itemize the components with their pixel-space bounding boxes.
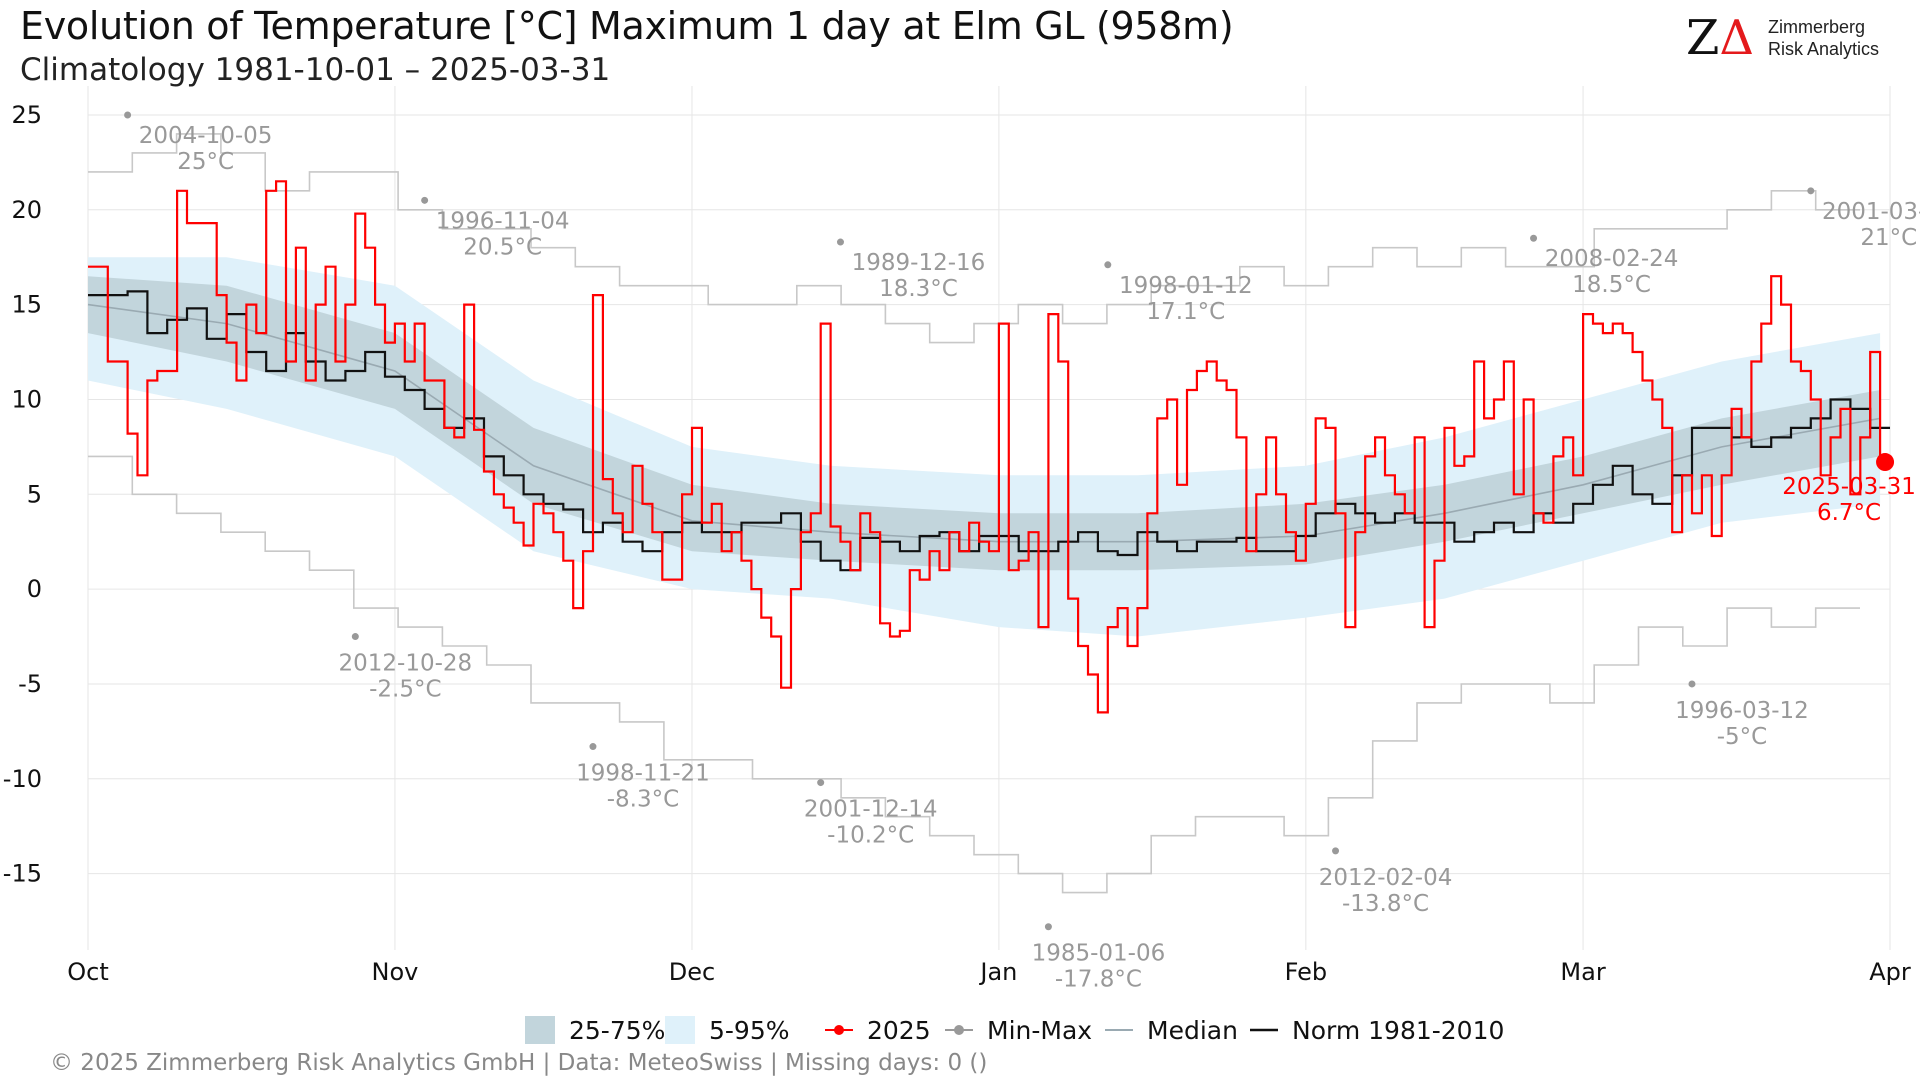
x-tick-label: Apr: [1869, 958, 1911, 986]
legend-label-25-75: 25-75%: [569, 1016, 665, 1045]
y-tick-label: -5: [18, 670, 42, 698]
max-annotation-date: 2001-03-24: [1822, 199, 1920, 225]
legend-dot-2025: [834, 1025, 844, 1035]
x-tick-label: Jan: [978, 958, 1017, 986]
min-annotation-value: -8.3°C: [607, 787, 679, 813]
max-annotation-value: 18.5°C: [1572, 272, 1651, 298]
y-tick-label: 5: [27, 480, 42, 508]
max-annotation-value: 21°C: [1860, 225, 1917, 251]
x-tick-label: Oct: [67, 958, 109, 986]
legend-swatch-5-95: [665, 1016, 695, 1044]
x-tick-label: Dec: [669, 958, 715, 986]
x-tick-label: Nov: [372, 958, 419, 986]
legend-label-norm: Norm 1981-2010: [1292, 1016, 1504, 1045]
y-tick-label: 25: [11, 101, 42, 129]
max-annotation-value: 25°C: [177, 149, 234, 175]
x-tick-label: Mar: [1560, 958, 1605, 986]
min-annotation-date: 1985-01-06: [1032, 941, 1166, 967]
footer-credits: © 2025 Zimmerberg Risk Analytics GmbH | …: [50, 1050, 988, 1076]
legend-label-2025: 2025: [867, 1016, 931, 1045]
min-annotation-value: -13.8°C: [1342, 891, 1429, 917]
y-tick-label: 0: [27, 575, 42, 603]
min-point: [1044, 923, 1052, 931]
min-annotation-date: 1998-11-21: [576, 761, 710, 787]
max-annotation-date: 2008-02-24: [1545, 246, 1679, 272]
min-envelope: [88, 455, 1860, 894]
max-annotation-date: 2004-10-05: [139, 123, 273, 149]
chart-title: Evolution of Temperature [°C] Maximum 1 …: [20, 4, 1234, 48]
logo-mark-z: Z: [1686, 10, 1720, 66]
logo-line-1: Zimmerberg: [1768, 17, 1866, 37]
legend-label-median: Median: [1147, 1016, 1238, 1045]
band-25-75: [88, 276, 1881, 571]
max-annotation-value: 17.1°C: [1146, 299, 1225, 325]
min-annotation-value: -10.2°C: [827, 823, 914, 849]
series-2025: [88, 180, 1895, 714]
axis-labels: 25 20 15 10 5 0 -5 -10 -15 Oct Nov Dec Jan Feb Mar Apr: [3, 101, 1911, 986]
min-annotation-value: -5°C: [1717, 724, 1768, 750]
y-tick-label: 10: [11, 385, 42, 413]
min-max-envelope: [88, 133, 1860, 894]
max-annotation-date: 1998-01-12: [1119, 273, 1253, 299]
y-tick-label: -10: [3, 765, 42, 793]
min-point: [351, 633, 359, 641]
current-value-dot: [1876, 453, 1895, 472]
legend-dot-minmax: [954, 1025, 964, 1035]
y-tick-label: 20: [11, 196, 42, 224]
logo-mark-delta: Δ: [1719, 10, 1755, 66]
brand-logo: ZΔ Zimmerberg Risk Analytics: [1686, 10, 1896, 66]
band-5-95: [88, 257, 1881, 637]
min-annotation-value: -17.8°C: [1055, 967, 1142, 993]
max-annotation-value: 18.3°C: [879, 276, 958, 302]
norm-path: [88, 290, 1890, 572]
min-annotation-date: 2012-10-28: [338, 651, 472, 677]
norm-line: [88, 290, 1890, 572]
min-point: [817, 779, 825, 787]
x-tick-label: Feb: [1285, 958, 1328, 986]
y-tick-label: 15: [11, 291, 42, 319]
legend-label-minmax: Min-Max: [987, 1016, 1092, 1045]
max-point: [836, 238, 844, 246]
max-point: [1807, 187, 1815, 195]
min-annotation-date: 2001-12-14: [804, 797, 938, 823]
legend-swatch-25-75: [525, 1016, 555, 1044]
min-point: [1688, 680, 1696, 688]
max-annotation-value: 20.5°C: [463, 234, 542, 260]
chart-subtitle: Climatology 1981-10-01 – 2025-03-31: [20, 52, 611, 88]
min-annotation-value: -2.5°C: [369, 677, 441, 703]
series-2025-path: [88, 180, 1890, 714]
max-annotation-date: 1996-11-04: [436, 208, 570, 234]
percentile-bands: [88, 257, 1881, 637]
logo-text: Zimmerberg Risk Analytics: [1768, 16, 1879, 60]
max-point: [421, 196, 429, 204]
max-point: [124, 111, 132, 119]
min-point: [589, 743, 597, 751]
current-annotation-value: 6.7°C: [1817, 500, 1881, 526]
current-annotation-date: 2025-03-31: [1782, 474, 1916, 500]
max-envelope: [88, 133, 1860, 344]
legend-label-5-95: 5-95%: [709, 1016, 790, 1045]
min-annotation-date: 2012-02-04: [1319, 865, 1453, 891]
max-annotation-date: 1989-12-16: [852, 250, 986, 276]
legend: 25-75% 5-95% 2025 Min-Max Median Norm 1981-20…: [525, 1016, 1504, 1045]
min-annotation-date: 1996-03-12: [1675, 698, 1809, 724]
y-tick-label: -15: [3, 860, 42, 888]
logo-line-2: Risk Analytics: [1768, 39, 1880, 59]
max-point: [1104, 261, 1112, 269]
max-point: [1530, 234, 1538, 242]
logo-mark: ZΔ: [1686, 10, 1754, 66]
min-point: [1332, 847, 1340, 855]
